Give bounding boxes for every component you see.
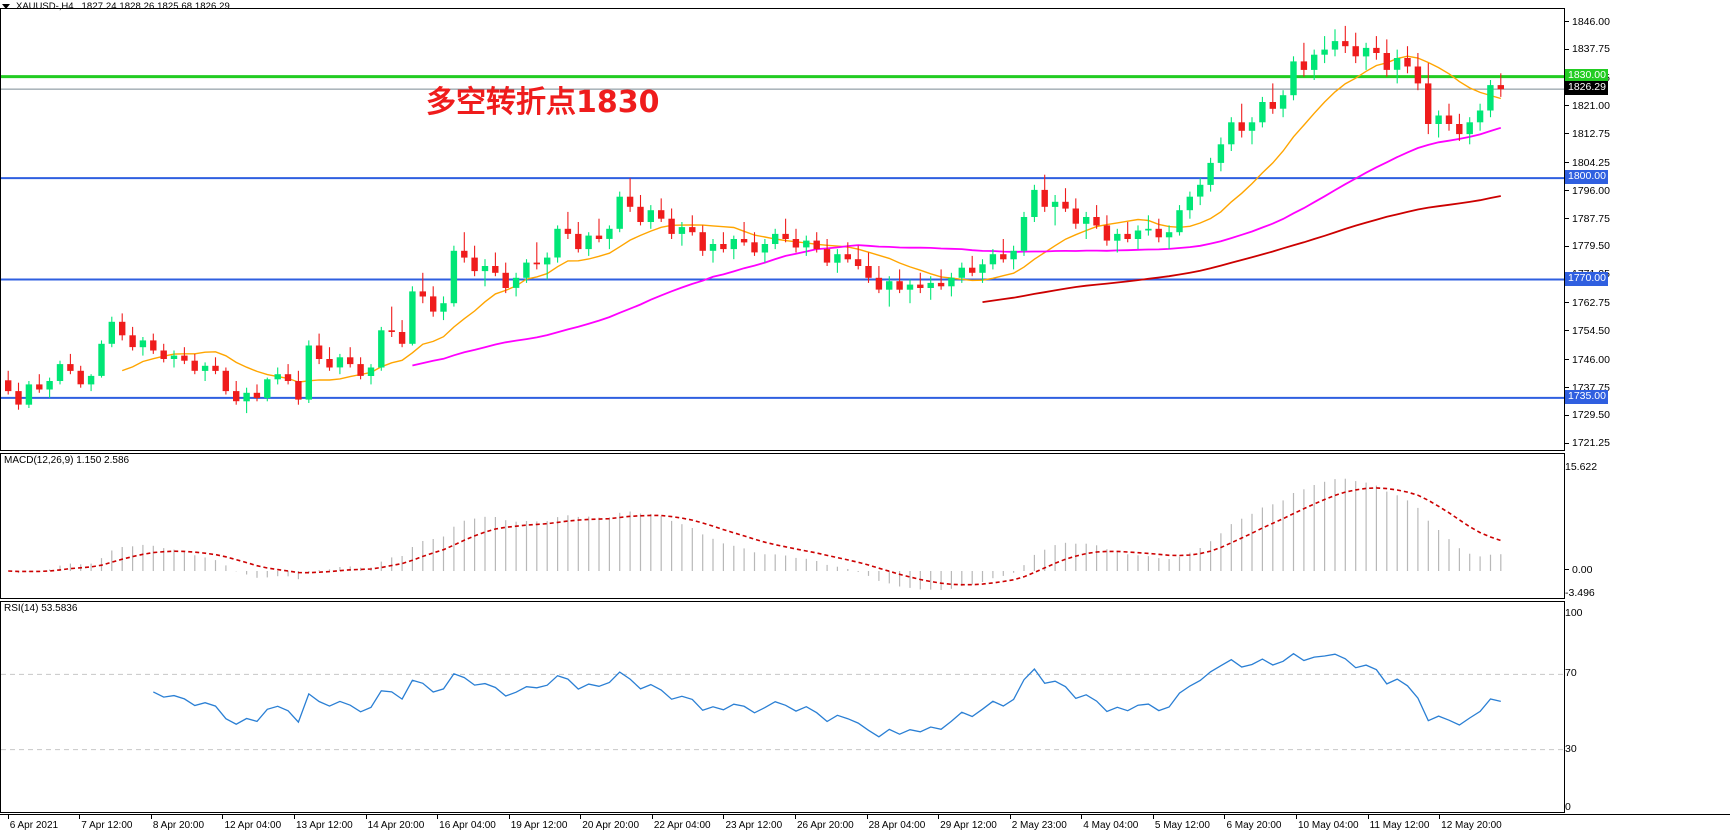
price-tick: 1746.00 (1565, 354, 1610, 366)
rsi-tick: 30 (1565, 742, 1577, 755)
macd-tick: 15.622 (1565, 461, 1598, 473)
time-tick-label: 23 Apr 12:00 (725, 820, 783, 831)
rsi-panel[interactable]: RSI(14) 53.5836 (0, 601, 1565, 813)
time-tick-label: 26 Apr 20:00 (797, 820, 854, 831)
time-axis[interactable]: 6 Apr 2021 7 Apr 12:00 8 Apr 20:00 12 Apr 0… (0, 814, 1730, 840)
time-tick-mark (1367, 815, 1369, 819)
time-tick-mark (866, 815, 868, 819)
price-tick: 1821.00 (1565, 100, 1610, 112)
caret-down-icon[interactable] (2, 3, 10, 9)
level-tag: 1830.00 (1565, 68, 1608, 83)
time-tick-label: 6 Apr 2021 (9, 820, 59, 831)
time-tick-label: 14 Apr 20:00 (367, 820, 425, 831)
time-tick-label: 16 Apr 04:00 (439, 820, 496, 831)
macd-y-axis: 15.622 0.00 -3.496 (1564, 453, 1730, 599)
rsi-tick: 100 (1565, 607, 1583, 619)
price-tick: 1837.75 (1565, 43, 1610, 55)
chart-annotation-text: 多空转折点1830 (426, 85, 660, 121)
time-tick-label: 6 May 20:00 (1226, 820, 1282, 831)
time-tick-mark (150, 815, 152, 819)
time-tick-mark (1081, 815, 1083, 819)
rsi-y-axis: 100 70 30 0 (1564, 601, 1730, 813)
price-tick: 1804.25 (1565, 157, 1610, 169)
price-tick: 1729.50 (1565, 409, 1610, 421)
price-y-axis[interactable]: 1846.001837.751829.251821.001812.751804.… (1564, 8, 1730, 451)
time-tick-label: 12 May 20:00 (1441, 820, 1502, 831)
time-tick-label: 7 Apr 12:00 (81, 820, 133, 831)
time-tick-label: 10 May 04:00 (1298, 820, 1359, 831)
price-tick: 1787.75 (1565, 213, 1610, 225)
time-tick-mark (1296, 815, 1297, 819)
time-tick-label: 19 Apr 12:00 (510, 820, 568, 831)
symbol-info-bar: XAUUSD-,H4 1827.24 1828.26 1825.68 1826.… (2, 0, 230, 12)
time-tick-mark (1439, 815, 1441, 819)
macd-panel[interactable]: MACD(12,26,9) 1.150 2.586 (0, 453, 1565, 599)
time-tick-label: 5 May 12:00 (1154, 820, 1210, 831)
level-tag: 1770.00 (1565, 271, 1608, 286)
price-plot-area[interactable] (1, 9, 1564, 450)
time-tick-mark (508, 815, 510, 819)
rsi-plot-area[interactable] (1, 602, 1564, 812)
time-tick-mark (1152, 815, 1154, 819)
price-tick: 1779.50 (1565, 240, 1610, 252)
ohlc-values: 1827.24 1828.26 1825.68 1826.29 (81, 0, 230, 12)
price-tick: 1762.75 (1565, 297, 1610, 309)
time-tick-mark (795, 815, 796, 819)
time-tick-mark (1009, 815, 1011, 819)
time-tick-label: 11 May 12:00 (1369, 820, 1430, 831)
time-tick-mark (437, 815, 439, 819)
current-price-tag: 1826.29 (1565, 81, 1608, 96)
time-tick-label: 2 May 23:00 (1011, 820, 1067, 831)
time-tick-label: 12 Apr 04:00 (224, 820, 282, 831)
level-tag: 1735.00 (1565, 389, 1608, 404)
level-tag: 1800.00 (1565, 170, 1608, 185)
macd-tick: 0.00 (1565, 564, 1592, 576)
price-panel[interactable]: 多空转折点1830 (0, 8, 1565, 451)
time-tick-mark (79, 815, 81, 819)
time-tick-label: 13 Apr 12:00 (296, 820, 353, 831)
macd-tick: -3.496 (1565, 587, 1595, 599)
time-tick-mark (651, 815, 653, 819)
time-tick-mark (580, 815, 582, 819)
time-tick-label: 29 Apr 12:00 (940, 820, 997, 831)
price-tick: 1812.75 (1565, 128, 1610, 140)
time-tick-mark (1224, 815, 1226, 819)
time-tick-label: 4 May 04:00 (1083, 820, 1139, 831)
chart-header: XAUUSD-,H4 1827.24 1828.26 1825.68 1826.… (0, 0, 1730, 12)
time-tick-mark (723, 815, 725, 819)
time-tick-mark (222, 815, 224, 819)
price-tick: 1721.25 (1565, 437, 1610, 449)
price-tick: 1754.50 (1565, 325, 1610, 337)
time-tick-mark (294, 815, 295, 819)
time-tick-mark (938, 815, 940, 819)
time-tick-label: 8 Apr 20:00 (152, 820, 205, 831)
time-tick-label: 28 Apr 04:00 (868, 820, 926, 831)
rsi-tick: 70 (1565, 667, 1577, 680)
price-tick: 1796.00 (1565, 185, 1610, 197)
rsi-title: RSI(14) 53.5836 (4, 603, 78, 614)
time-tick-label: 20 Apr 20:00 (582, 820, 640, 831)
time-tick-mark (365, 815, 367, 819)
macd-plot-area[interactable] (1, 454, 1564, 598)
macd-title: MACD(12,26,9) 1.150 2.586 (4, 455, 130, 466)
symbol-label: XAUUSD-,H4 (16, 0, 74, 12)
price-tick: 1846.00 (1565, 16, 1610, 28)
time-tick-label: 22 Apr 04:00 (653, 820, 711, 831)
rsi-tick: 0 (1565, 801, 1571, 813)
time-tick-mark (7, 815, 9, 819)
